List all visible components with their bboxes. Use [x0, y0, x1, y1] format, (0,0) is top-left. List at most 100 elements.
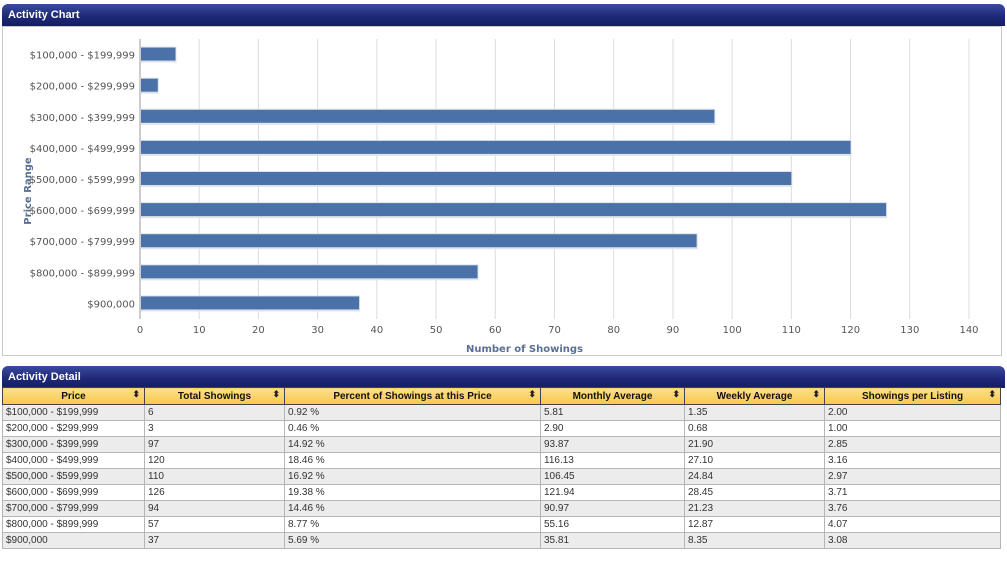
- column-header[interactable]: Total Showings ⬍: [144, 387, 285, 405]
- table-cell: 1.35: [684, 404, 825, 421]
- bar: [141, 265, 478, 279]
- table-cell: 4.07: [824, 516, 1001, 533]
- table-cell: 94: [144, 500, 285, 517]
- x-tick-label: 110: [782, 325, 801, 336]
- x-tick-label: 60: [489, 325, 502, 336]
- category-label: $600,000 - $699,999: [30, 206, 135, 217]
- table-cell: 2.90: [540, 420, 685, 437]
- column-header[interactable]: Percent of Showings at this Price ⬍: [284, 387, 541, 405]
- table-cell: 14.46 %: [284, 500, 541, 517]
- x-tick-label: 50: [430, 325, 443, 336]
- table-cell: 18.46 %: [284, 452, 541, 469]
- table-cell: 116.13: [540, 452, 685, 469]
- table-cell: 16.92 %: [284, 468, 541, 485]
- table-cell: 3: [144, 420, 285, 437]
- y-axis-title: Price Range: [23, 157, 34, 225]
- x-tick-label: 80: [607, 325, 620, 336]
- table-cell: 3.16: [824, 452, 1001, 469]
- table-cell: 106.45: [540, 468, 685, 485]
- bar: [141, 296, 360, 310]
- table-cell: 3.08: [824, 532, 1001, 549]
- activity-chart: $100,000 - $199,999 $200,000 - $299,999 $3…: [2, 26, 1002, 356]
- table-cell: 3.71: [824, 484, 1001, 501]
- category-label: $200,000 - $299,999: [30, 82, 135, 93]
- category-label: $300,000 - $399,999: [30, 113, 135, 124]
- table-cell: 21.23: [684, 500, 825, 517]
- sort-icon[interactable]: ⬍: [272, 389, 280, 399]
- table-cell: 2.97: [824, 468, 1001, 485]
- table-cell: 110: [144, 468, 285, 485]
- activity-chart-title: Activity Chart: [8, 9, 80, 21]
- x-tick-label: 140: [959, 325, 978, 336]
- table-cell: 0.68: [684, 420, 825, 437]
- column-header[interactable]: Price ⬍: [2, 387, 145, 405]
- table-cell: 8.77 %: [284, 516, 541, 533]
- bar: [141, 234, 697, 248]
- table-cell: 126: [144, 484, 285, 501]
- table-cell: 90.97: [540, 500, 685, 517]
- table-cell: 6: [144, 404, 285, 421]
- x-tick-label: 100: [723, 325, 742, 336]
- activity-detail-title: Activity Detail: [8, 371, 81, 383]
- table-row: $300,000 - $399,999 97 14.92 % 93.87 21.90 2.…: [2, 436, 1001, 453]
- column-header[interactable]: Weekly Average ⬍: [684, 387, 825, 405]
- table-row: $100,000 - $199,999 6 0.92 % 5.81 1.35 2.00: [2, 404, 1001, 421]
- activity-chart-header: Activity Chart: [2, 4, 1005, 26]
- table-cell: $800,000 - $899,999: [2, 516, 145, 533]
- x-tick-label: 120: [841, 325, 860, 336]
- sort-icon[interactable]: ⬍: [988, 389, 996, 399]
- table-cell: 3.76: [824, 500, 1001, 517]
- category-label: $400,000 - $499,999: [30, 144, 135, 155]
- table-cell: 5.81: [540, 404, 685, 421]
- table-row: $400,000 - $499,999 120 18.46 % 116.13 27.10…: [2, 452, 1001, 469]
- table-cell: $300,000 - $399,999: [2, 436, 145, 453]
- table-cell: 57: [144, 516, 285, 533]
- table-cell: 97: [144, 436, 285, 453]
- table-cell: 24.84: [684, 468, 825, 485]
- sort-icon[interactable]: ⬍: [672, 389, 680, 399]
- table-row: $600,000 - $699,999 126 19.38 % 121.94 28.45…: [2, 484, 1001, 501]
- table-cell: $500,000 - $599,999: [2, 468, 145, 485]
- x-tick-label: 0: [137, 325, 143, 336]
- table-cell: 121.94: [540, 484, 685, 501]
- sort-icon[interactable]: ⬍: [132, 389, 140, 399]
- table-cell: $400,000 - $499,999: [2, 452, 145, 469]
- sort-icon[interactable]: ⬍: [812, 389, 820, 399]
- sort-icon[interactable]: ⬍: [528, 389, 536, 399]
- table-cell: 19.38 %: [284, 484, 541, 501]
- column-header[interactable]: Monthly Average ⬍: [540, 387, 685, 405]
- category-label: $500,000 - $599,999: [30, 175, 135, 186]
- x-tick-label: 70: [548, 325, 561, 336]
- table-cell: 21.90: [684, 436, 825, 453]
- table-cell: 28.45: [684, 484, 825, 501]
- activity-chart-svg: $100,000 - $199,999 $200,000 - $299,999 $3…: [23, 39, 979, 355]
- table-cell: 93.87: [540, 436, 685, 453]
- table-cell: 8.35: [684, 532, 825, 549]
- table-header-row: Price ⬍ Total Showings ⬍ Percent of Showings…: [2, 387, 1001, 405]
- table-cell: $600,000 - $699,999: [2, 484, 145, 501]
- table-cell: 0.46 %: [284, 420, 541, 437]
- table-row: $900,000 37 5.69 % 35.81 8.35 3.08: [2, 532, 1001, 549]
- table-cell: 0.92 %: [284, 404, 541, 421]
- category-label: $100,000 - $199,999: [30, 51, 135, 62]
- category-label: $900,000: [87, 299, 135, 310]
- table-cell: 12.87: [684, 516, 825, 533]
- table-cell: 14.92 %: [284, 436, 541, 453]
- column-header-label: Percent of Showings at this Price: [333, 390, 492, 402]
- column-header-label: Weekly Average: [716, 390, 793, 402]
- table-cell: 27.10: [684, 452, 825, 469]
- category-label: $800,000 - $899,999: [30, 268, 135, 279]
- bar: [141, 109, 715, 123]
- x-tick-label: 130: [900, 325, 919, 336]
- table-cell: $200,000 - $299,999: [2, 420, 145, 437]
- table-cell: 37: [144, 532, 285, 549]
- x-tick-label: 30: [311, 325, 324, 336]
- column-header-label: Showings per Listing: [861, 390, 964, 402]
- table-row: $700,000 - $799,999 94 14.46 % 90.97 21.23 3.…: [2, 500, 1001, 517]
- table-cell: 1.00: [824, 420, 1001, 437]
- column-header[interactable]: Showings per Listing ⬍: [824, 387, 1001, 405]
- activity-detail-header: Activity Detail: [2, 366, 1005, 388]
- category-label: $700,000 - $799,999: [30, 237, 135, 248]
- x-tick-label: 10: [193, 325, 206, 336]
- activity-detail-table: Price ⬍ Total Showings ⬍ Percent of Showings…: [2, 387, 1001, 549]
